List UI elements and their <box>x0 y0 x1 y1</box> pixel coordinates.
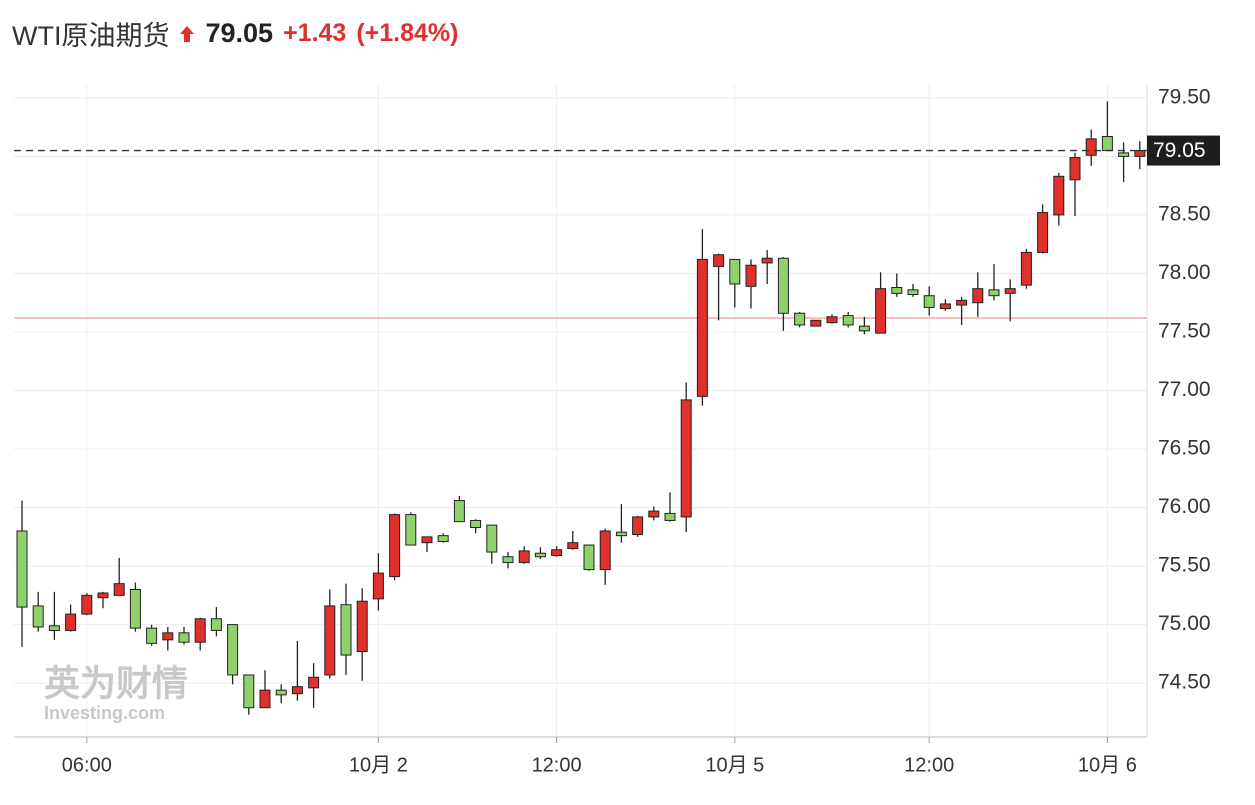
x-tick-label: 12:00 <box>532 754 582 776</box>
x-tick-label: 10月 6 <box>1078 754 1137 776</box>
candle-body <box>324 605 336 676</box>
candle-body <box>291 686 303 695</box>
candle-body <box>372 572 384 600</box>
candle-body <box>1037 212 1049 253</box>
y-tick-label: 76.00 <box>1158 495 1211 518</box>
candle-body <box>227 624 239 676</box>
candle-body <box>16 530 28 608</box>
candle-body <box>518 550 530 564</box>
candle-body <box>956 299 968 306</box>
candle-body <box>502 556 514 564</box>
price: 79.05 <box>205 18 274 48</box>
candle-body <box>810 319 822 327</box>
candle-body <box>194 618 206 643</box>
candle-body <box>875 288 887 334</box>
candle-body <box>648 510 660 518</box>
candle-body <box>988 289 1000 297</box>
candle-body <box>551 549 563 557</box>
candle-body <box>308 676 320 689</box>
candle-body <box>858 325 870 332</box>
y-tick-label: 76.50 <box>1158 437 1211 460</box>
candle-body <box>842 315 854 326</box>
y-tick-label: 79.50 <box>1158 85 1211 108</box>
candle-body <box>470 519 482 528</box>
candle-body <box>162 632 174 641</box>
candle-body <box>405 514 417 546</box>
candle-body <box>1101 136 1113 152</box>
x-tick-label: 12:00 <box>904 754 954 776</box>
candle-body <box>48 625 60 631</box>
y-tick-label: 78.00 <box>1158 261 1211 284</box>
candle-body <box>583 544 595 571</box>
candle-body <box>421 536 433 544</box>
candle-body <box>113 583 125 596</box>
watermark-en: Investing.com <box>44 703 165 723</box>
candle-body <box>696 258 708 397</box>
candle-body <box>65 613 77 631</box>
candle-body <box>356 600 368 653</box>
x-tick-label: 10月 2 <box>349 754 408 776</box>
candle-body <box>97 592 109 599</box>
candle-body <box>972 288 984 304</box>
up-arrow <box>180 25 195 42</box>
y-tick-label: 78.50 <box>1158 202 1211 225</box>
candle-body <box>826 316 838 324</box>
candle-body <box>567 542 579 550</box>
candle-body <box>1069 157 1081 181</box>
change-percent: (+1.84%) <box>356 19 459 47</box>
candle-body <box>178 632 190 643</box>
candle-body <box>1085 138 1097 156</box>
candle-body <box>713 254 725 267</box>
candle-body <box>761 257 773 264</box>
instrument-title: WTI原油期货 <box>12 21 170 51</box>
candle-body <box>259 689 271 709</box>
candle-body <box>437 535 449 543</box>
last-price-tag <box>1147 135 1220 166</box>
candle-body <box>923 295 935 308</box>
candle-body <box>745 264 757 287</box>
candle-body <box>907 289 919 296</box>
candle-body <box>891 287 903 294</box>
candle-body <box>389 514 401 578</box>
candle-body <box>1020 251 1032 286</box>
candle-body <box>615 531 627 537</box>
watermark-cn: 英为财情 <box>44 663 188 704</box>
y-tick-label: 75.00 <box>1158 612 1211 635</box>
candle-body <box>680 399 692 518</box>
candle-body <box>664 512 676 521</box>
candle-body <box>146 627 158 644</box>
candle-body <box>81 594 93 615</box>
candle-body <box>486 524 498 553</box>
candle-body <box>1118 152 1130 157</box>
x-tick-label: 06:00 <box>62 754 112 776</box>
candle-body <box>32 605 44 628</box>
change: +1.43 <box>283 19 347 47</box>
candle-body <box>777 257 789 314</box>
y-tick-label: 77.00 <box>1158 378 1211 401</box>
y-tick-label: 74.50 <box>1158 671 1211 694</box>
candle-body <box>1134 150 1146 157</box>
y-tick-label: 77.50 <box>1158 320 1211 343</box>
y-tick-label: 75.50 <box>1158 554 1211 577</box>
candle-body <box>729 258 741 285</box>
candle-body <box>632 516 644 535</box>
grid <box>14 85 1147 737</box>
header: WTI原油期货 79.05 +1.43 (+1.84%) <box>12 14 458 53</box>
candle-body <box>453 500 465 523</box>
candle-body <box>1053 175 1065 216</box>
candle-body <box>210 618 222 631</box>
candle-body <box>534 552 546 558</box>
candle-body <box>243 674 255 709</box>
candle-body <box>340 604 352 656</box>
candle-body <box>1004 288 1016 294</box>
candle-body <box>599 530 611 571</box>
candle-body <box>129 589 141 629</box>
candle-body <box>939 303 951 310</box>
x-tick-label: 10月 5 <box>705 754 764 776</box>
candle-body <box>275 689 287 696</box>
candle-body <box>794 312 806 326</box>
last-price-label: 79.05 <box>1153 139 1206 162</box>
